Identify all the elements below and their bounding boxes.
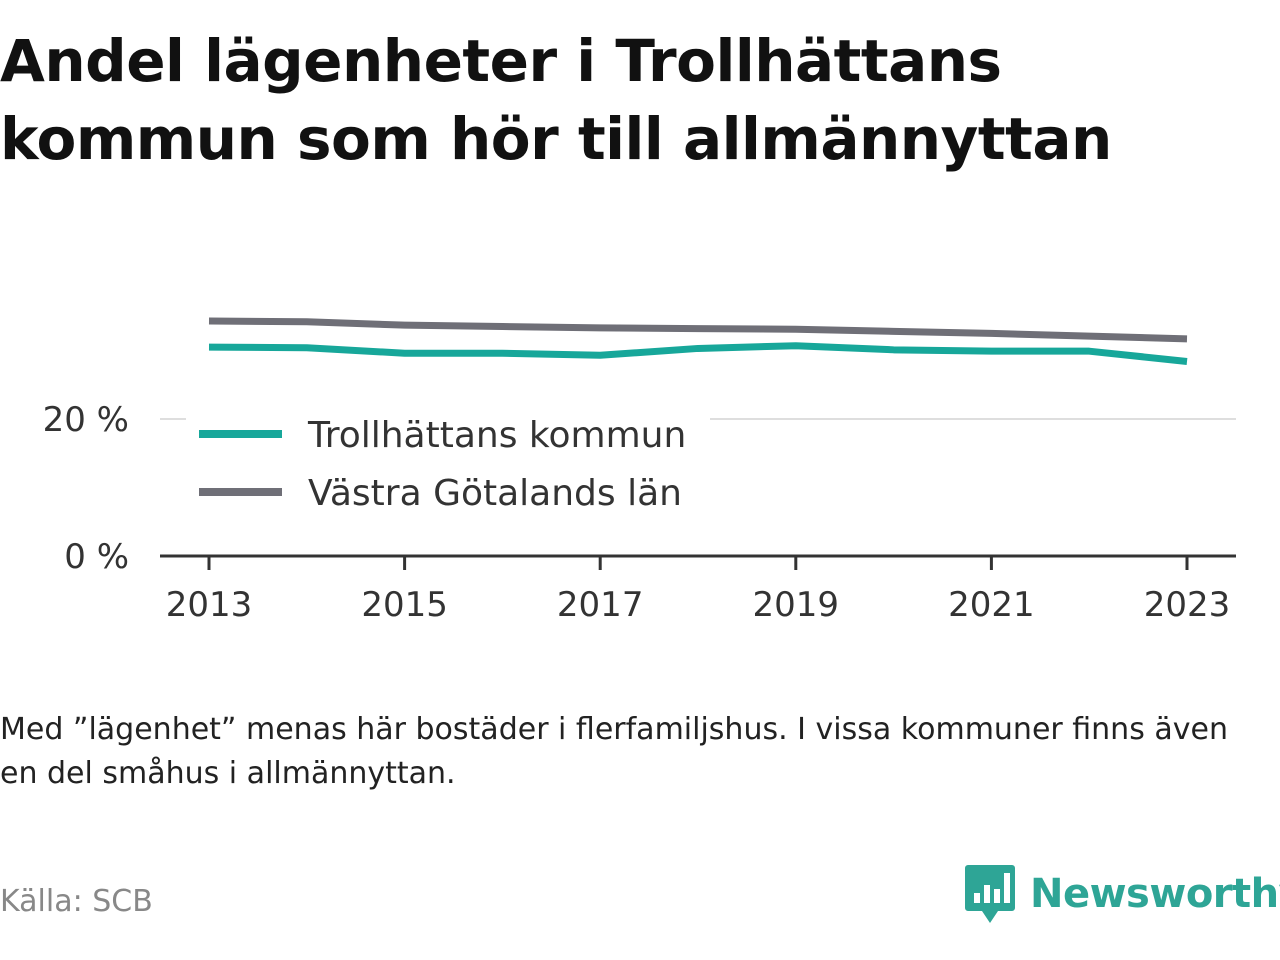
x-tick-label: 2019 <box>753 585 840 625</box>
chart-title: Andel lägenheter i Trollhättans kommun s… <box>0 27 1112 173</box>
x-tick-label: 2021 <box>948 585 1035 625</box>
y-tick-label: 0 % <box>64 537 129 577</box>
line-chart: 0 % 20 % 2013 2015 2017 2019 2021 2023 Trollhä… <box>43 317 1236 625</box>
legend-background <box>186 404 710 520</box>
brand-name: Newsworthy <box>1030 871 1280 917</box>
legend: Trollhättans kommun Västra Götalands län <box>186 404 710 520</box>
x-axis-tick-labels: 2013 2015 2017 2019 2021 2023 <box>166 585 1231 625</box>
x-tick-label: 2015 <box>361 585 448 625</box>
chart-footnote: Med ”lägenhet” menas här bostäder i fler… <box>0 712 1228 791</box>
x-tick-label: 2013 <box>166 585 253 625</box>
legend-label: Trollhättans kommun <box>307 415 686 456</box>
x-axis <box>160 554 1236 570</box>
source-label: Källa: SCB <box>0 884 153 919</box>
y-tick-label: 20 % <box>43 400 129 440</box>
y-axis-tick-labels: 0 % 20 % <box>43 400 129 577</box>
bar-chart-speech-bubble-icon <box>965 865 1015 923</box>
series-lines <box>208 317 1188 365</box>
brand-logo: Newsworthy <box>964 862 1280 926</box>
series-line-vastra-gotalands-lan <box>208 317 1188 343</box>
x-tick-label: 2023 <box>1144 585 1231 625</box>
x-tick-label: 2017 <box>557 585 644 625</box>
legend-label: Västra Götalands län <box>308 473 682 514</box>
series-line-trollhattans-kommun <box>208 342 1188 365</box>
